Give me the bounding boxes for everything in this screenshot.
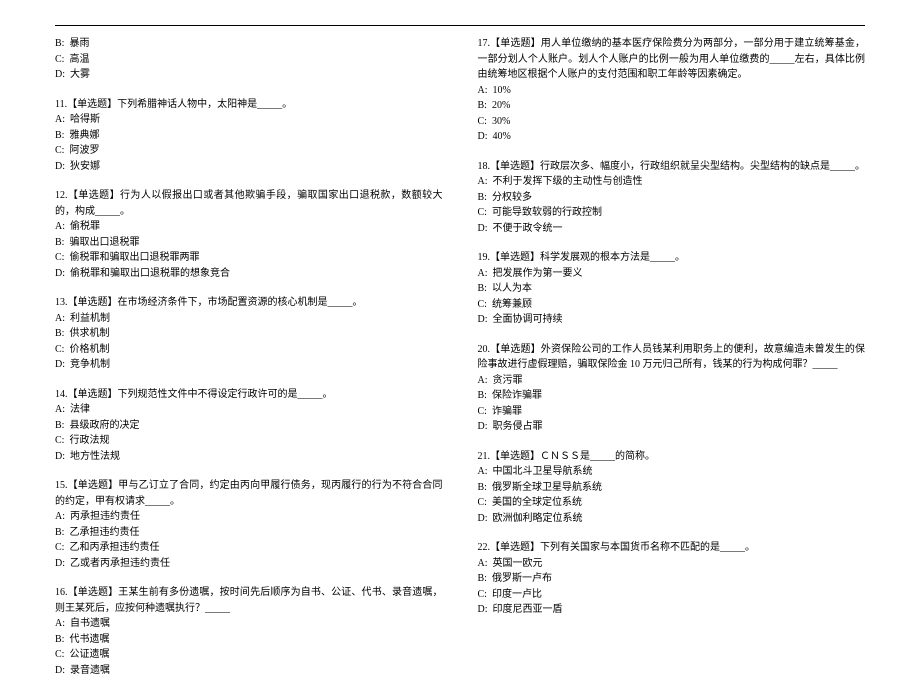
option-d: D: 40% [478, 129, 866, 145]
option-b: B: 以人为本 [478, 281, 866, 297]
option-b: B: 俄罗斯全球卫星导航系统 [478, 480, 866, 496]
option-c: C: 印度一卢比 [478, 587, 866, 603]
option-c: C: 行政法规 [55, 433, 443, 449]
option-c: C: 公证遗嘱 [55, 647, 443, 663]
option-d: D: 狄安娜 [55, 159, 443, 175]
option-b: B: 供求机制 [55, 326, 443, 342]
option-a: A: 把发展作为第一要义 [478, 266, 866, 282]
option-b: B: 乙承担违约责任 [55, 525, 443, 541]
question-12: 12.【单选题】行为人以假报出口或者其他欺骗手段，骗取国家出口退税款，数额较大的… [55, 188, 443, 281]
right-column: 17.【单选题】用人单位缴纳的基本医疗保险费分为两部分，一部分用于建立统筹基金，… [478, 36, 866, 692]
question-17: 17.【单选题】用人单位缴纳的基本医疗保险费分为两部分，一部分用于建立统筹基金，… [478, 36, 866, 145]
question-stem: 22.【单选题】下列有关国家与本国货币名称不匹配的是_____。 [478, 540, 866, 556]
question-stem: 19.【单选题】科学发展观的根本方法是_____。 [478, 250, 866, 266]
question-13: 13.【单选题】在市场经济条件下，市场配置资源的核心机制是_____。A: 利益… [55, 295, 443, 373]
option-a: A: 哈得斯 [55, 112, 443, 128]
option-c: C: 统筹兼顾 [478, 297, 866, 313]
question-stem: 12.【单选题】行为人以假报出口或者其他欺骗手段，骗取国家出口退税款，数额较大的… [55, 188, 443, 219]
option-b: B: 雅典娜 [55, 128, 443, 144]
option-d: D: 大雾 [55, 67, 443, 83]
question-stem: 17.【单选题】用人单位缴纳的基本医疗保险费分为两部分，一部分用于建立统筹基金，… [478, 36, 866, 83]
option-c: C: 30% [478, 114, 866, 130]
question-stem: 20.【单选题】外资保险公司的工作人员钱某利用职务上的便利，故意编造未曾发生的保… [478, 342, 866, 373]
option-c: C: 阿波罗 [55, 143, 443, 159]
question-16: 16.【单选题】王某生前有多份遗嘱，按时间先后顺序为自书、公证、代书、录音遗嘱，… [55, 585, 443, 678]
option-b: B: 县级政府的决定 [55, 418, 443, 434]
option-b: B: 分权较多 [478, 190, 866, 206]
option-d: D: 偷税罪和骗取出口退税罪的想象竞合 [55, 266, 443, 282]
option-a: A: 不利于发挥下级的主动性与创造性 [478, 174, 866, 190]
question-22: 22.【单选题】下列有关国家与本国货币名称不匹配的是_____。A: 英国一欧元… [478, 540, 866, 618]
two-column-layout: B: 暴雨C: 高温D: 大雾 11.【单选题】下列希腊神话人物中，太阳神是___… [55, 36, 865, 692]
question-18: 18.【单选题】行政层次多、幅度小，行政组织就呈尖型结构。尖型结构的缺点是___… [478, 159, 866, 237]
question-19: 19.【单选题】科学发展观的根本方法是_____。A: 把发展作为第一要义B: … [478, 250, 866, 328]
option-c: C: 可能导致软弱的行政控制 [478, 205, 866, 221]
option-a: A: 英国一欧元 [478, 556, 866, 572]
left-column: B: 暴雨C: 高温D: 大雾 11.【单选题】下列希腊神话人物中，太阳神是___… [55, 36, 443, 692]
option-c: C: 偷税罪和骗取出口退税罪两罪 [55, 250, 443, 266]
option-d: D: 欧洲伽利略定位系统 [478, 511, 866, 527]
question-21: 21.【单选题】ＣＮＳＳ是_____的简称。A: 中国北斗卫星导航系统B: 俄罗… [478, 449, 866, 527]
option-a: A: 丙承担违约责任 [55, 509, 443, 525]
option-d: D: 不便于政令统一 [478, 221, 866, 237]
option-c: C: 乙和丙承担违约责任 [55, 540, 443, 556]
option-a: A: 自书遗嘱 [55, 616, 443, 632]
question-stem: 11.【单选题】下列希腊神话人物中，太阳神是_____。 [55, 97, 443, 113]
option-a: A: 利益机制 [55, 311, 443, 327]
option-c: C: 美国的全球定位系统 [478, 495, 866, 511]
option-c: C: 诈骗罪 [478, 404, 866, 420]
question-stem: 13.【单选题】在市场经济条件下，市场配置资源的核心机制是_____。 [55, 295, 443, 311]
option-d: D: 录音遗嘱 [55, 663, 443, 679]
question-stem: 18.【单选题】行政层次多、幅度小，行政组织就呈尖型结构。尖型结构的缺点是___… [478, 159, 866, 175]
option-d: D: 印度尼西亚一盾 [478, 602, 866, 618]
question-prefix: B: 暴雨C: 高温D: 大雾 [55, 36, 443, 83]
question-14: 14.【单选题】下列规范性文件中不得设定行政许可的是_____。A: 法律B: … [55, 387, 443, 465]
option-b: B: 骗取出口退税罪 [55, 235, 443, 251]
option-a: A: 中国北斗卫星导航系统 [478, 464, 866, 480]
option-b: B: 俄罗斯一卢布 [478, 571, 866, 587]
option-d: D: 乙或者丙承担违约责任 [55, 556, 443, 572]
question-stem: 15.【单选题】甲与乙订立了合同，约定由丙向甲履行债务，现丙履行的行为不符合合同… [55, 478, 443, 509]
option-b: B: 保险诈骗罪 [478, 388, 866, 404]
option-a: A: 法律 [55, 402, 443, 418]
option-a: A: 10% [478, 83, 866, 99]
option-b: B: 代书遗嘱 [55, 632, 443, 648]
question-stem: 14.【单选题】下列规范性文件中不得设定行政许可的是_____。 [55, 387, 443, 403]
option-a: A: 贪污罪 [478, 373, 866, 389]
question-stem: 21.【单选题】ＣＮＳＳ是_____的简称。 [478, 449, 866, 465]
question-20: 20.【单选题】外资保险公司的工作人员钱某利用职务上的便利，故意编造未曾发生的保… [478, 342, 866, 435]
option-d: D: 全面协调可持续 [478, 312, 866, 328]
question-15: 15.【单选题】甲与乙订立了合同，约定由丙向甲履行债务，现丙履行的行为不符合合同… [55, 478, 443, 571]
option-d: D: 地方性法规 [55, 449, 443, 465]
option-c: C: 价格机制 [55, 342, 443, 358]
option-d: D: 竞争机制 [55, 357, 443, 373]
horizontal-rule [55, 25, 865, 26]
option-d: D: 职务侵占罪 [478, 419, 866, 435]
option-b: B: 暴雨 [55, 36, 443, 52]
question-stem: 16.【单选题】王某生前有多份遗嘱，按时间先后顺序为自书、公证、代书、录音遗嘱，… [55, 585, 443, 616]
option-b: B: 20% [478, 98, 866, 114]
option-a: A: 偷税罪 [55, 219, 443, 235]
option-c: C: 高温 [55, 52, 443, 68]
question-11: 11.【单选题】下列希腊神话人物中，太阳神是_____。A: 哈得斯B: 雅典娜… [55, 97, 443, 175]
